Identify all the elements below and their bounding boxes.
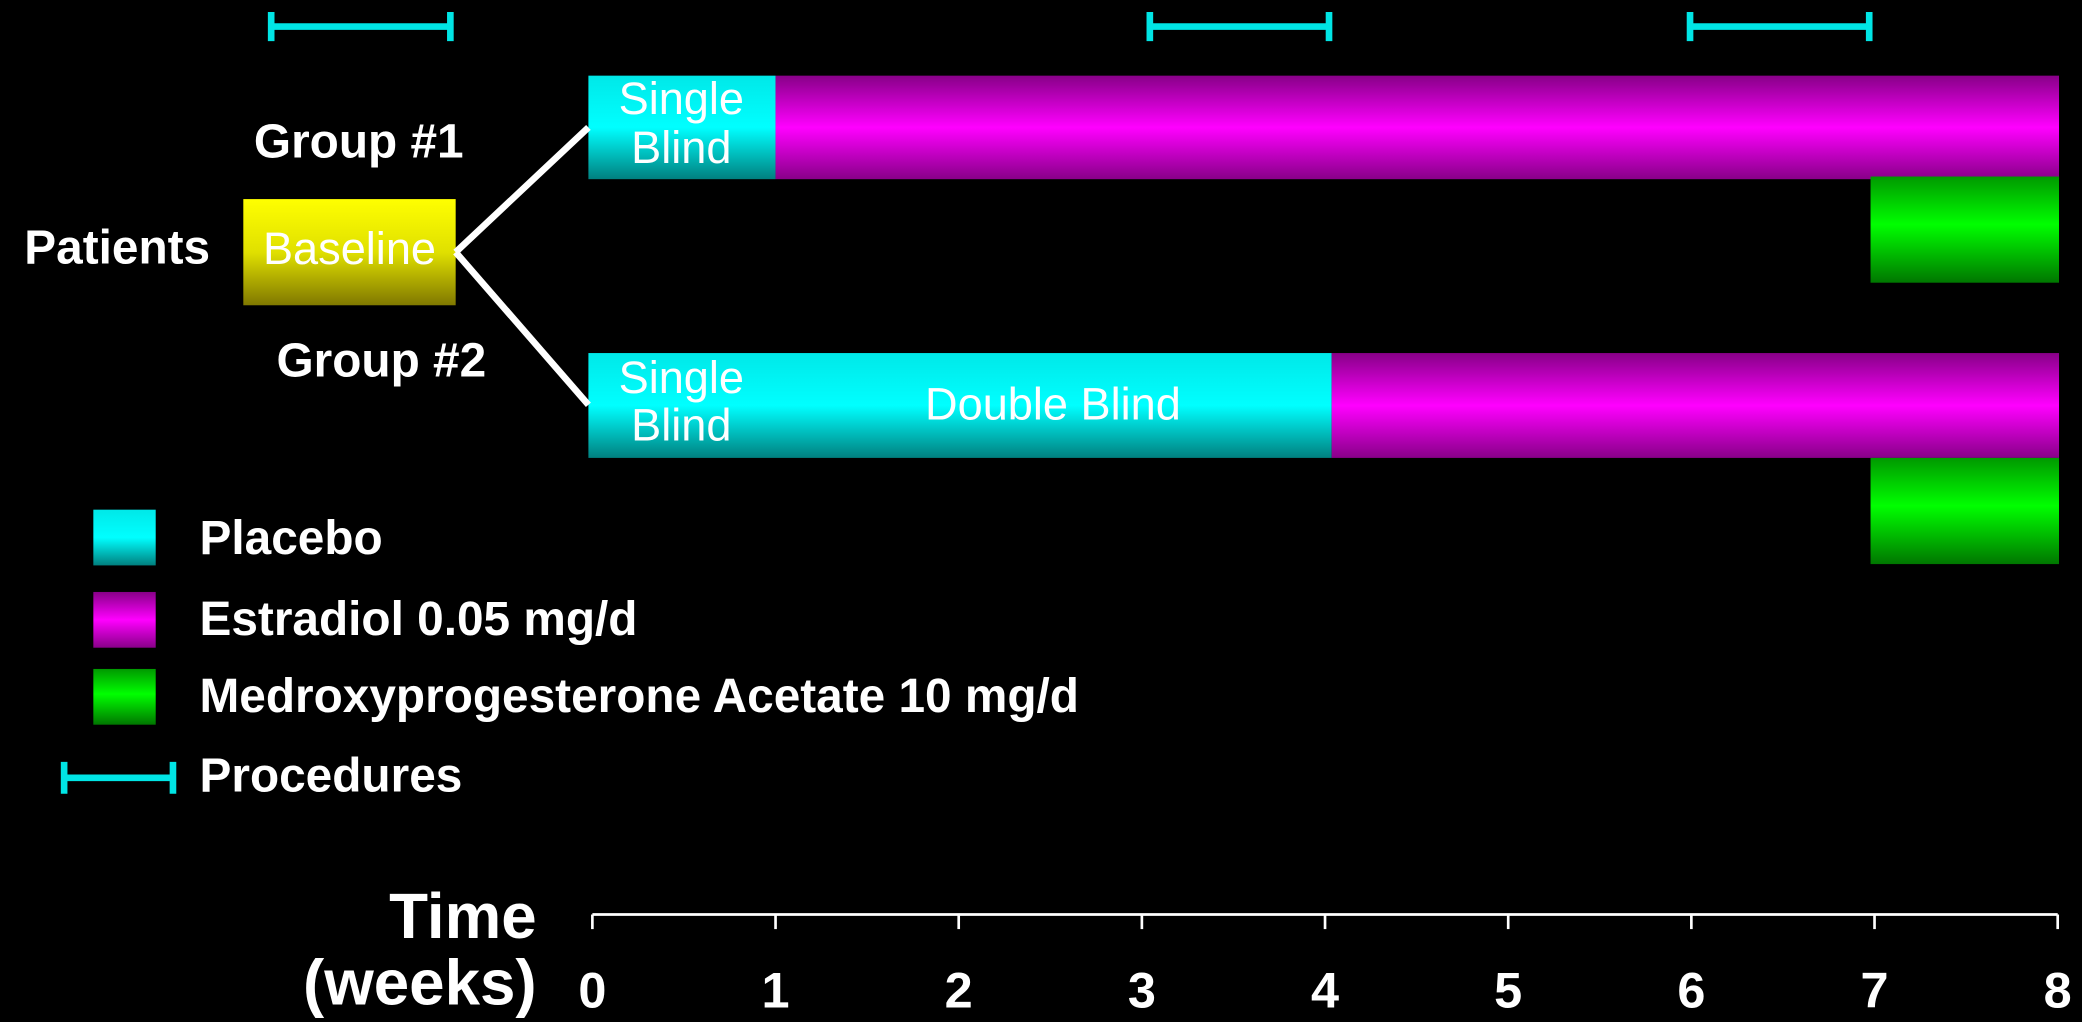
axis-title: Time xyxy=(389,881,536,952)
mpa-bar xyxy=(1870,176,2060,283)
tick-label: 1 xyxy=(762,961,790,1018)
bar-label: Blind xyxy=(631,400,731,451)
axis-title: (weeks) xyxy=(303,947,537,1018)
tick-label: 5 xyxy=(1494,961,1522,1018)
tick-label: 3 xyxy=(1128,961,1156,1018)
legend-label: Placebo xyxy=(200,512,383,565)
legend-swatch xyxy=(93,509,156,566)
mpa-bar xyxy=(1870,457,2060,565)
bar-label: Blind xyxy=(631,122,731,173)
procedures xyxy=(267,11,1873,42)
bar-label: Double Blind xyxy=(925,378,1181,429)
tick-label: 0 xyxy=(578,961,606,1018)
bar-label: Single xyxy=(619,352,744,403)
tick-label: 6 xyxy=(1677,961,1705,1018)
placebo-bar xyxy=(588,353,1332,458)
legend-swatch xyxy=(60,761,177,794)
baseline-box xyxy=(243,199,456,306)
placebo-bar xyxy=(588,75,776,180)
legend-swatch xyxy=(93,668,156,725)
estradiol-bar xyxy=(1331,353,2060,458)
estradiol-bar xyxy=(775,75,2060,180)
tick-label: 2 xyxy=(945,961,973,1018)
branch-lines xyxy=(453,125,591,407)
bar-label: Single xyxy=(619,73,744,124)
tick-label: 7 xyxy=(1861,961,1889,1018)
patients-label: Patients xyxy=(24,221,210,274)
legend-label: Estradiol 0.05 mg/d xyxy=(200,593,638,646)
group-label: Group #1 xyxy=(254,115,464,168)
legend-swatch xyxy=(93,591,156,648)
tick-label: 4 xyxy=(1311,961,1339,1018)
tick-label: 8 xyxy=(2044,961,2072,1018)
baseline-label: Baseline xyxy=(263,223,436,274)
group-label: Group #2 xyxy=(277,334,487,387)
legend-label: Procedures xyxy=(200,750,463,803)
legend-label: Medroxyprogesterone Acetate 10 mg/d xyxy=(200,670,1079,723)
